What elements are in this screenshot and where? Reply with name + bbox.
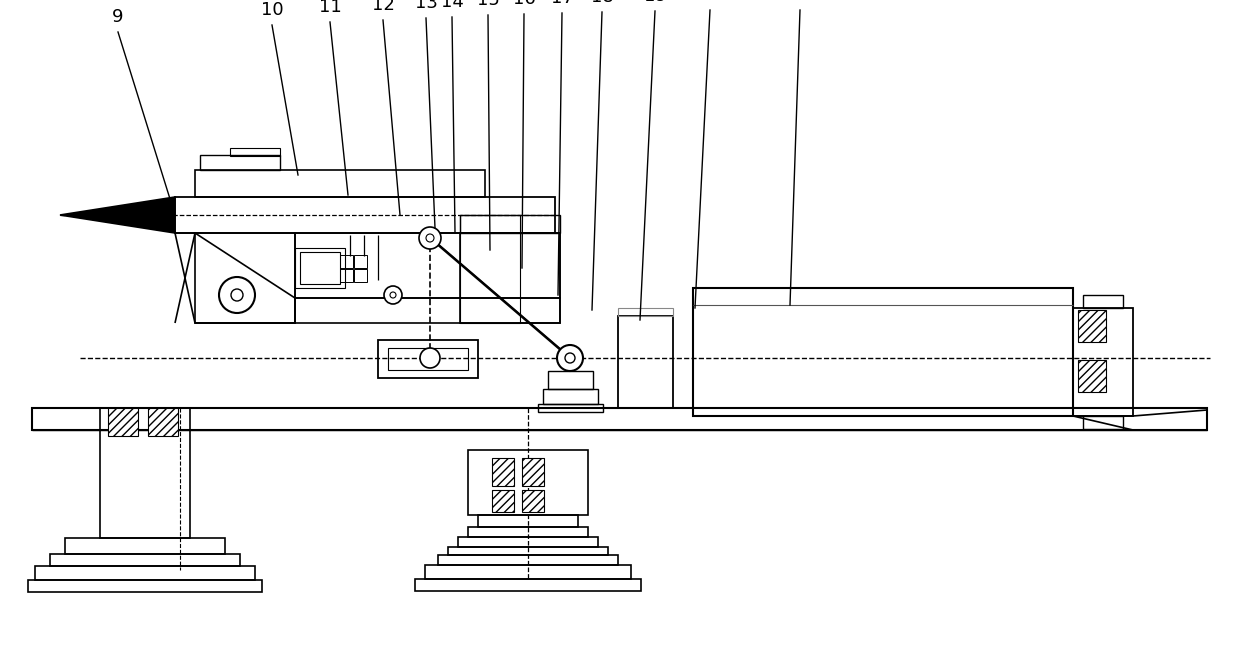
Bar: [50, 554, 241, 566]
Bar: [195, 233, 295, 323]
Bar: [458, 537, 598, 547]
Bar: [460, 215, 560, 233]
Bar: [477, 515, 578, 527]
Bar: [492, 458, 515, 486]
Bar: [467, 527, 588, 537]
Bar: [100, 408, 190, 538]
Polygon shape: [60, 197, 175, 233]
Bar: [1078, 360, 1106, 392]
Circle shape: [219, 277, 255, 313]
Text: 16: 16: [512, 0, 536, 8]
Circle shape: [391, 292, 396, 298]
Bar: [448, 547, 608, 555]
Bar: [295, 233, 560, 298]
Text: 15: 15: [476, 0, 500, 9]
Bar: [340, 269, 353, 282]
Circle shape: [231, 289, 243, 301]
Bar: [425, 565, 631, 579]
Bar: [29, 580, 262, 592]
Circle shape: [427, 234, 434, 242]
Bar: [492, 490, 515, 512]
Bar: [340, 255, 353, 268]
Bar: [522, 458, 544, 486]
Bar: [460, 215, 520, 323]
Bar: [1083, 416, 1123, 429]
Bar: [64, 538, 224, 554]
Bar: [378, 340, 477, 378]
Text: 18: 18: [590, 0, 614, 6]
Text: 9: 9: [113, 8, 124, 26]
Text: 19: 19: [644, 0, 666, 5]
Circle shape: [557, 345, 583, 371]
Circle shape: [420, 348, 440, 368]
Bar: [175, 197, 556, 233]
Bar: [353, 269, 367, 282]
Bar: [200, 155, 280, 170]
Bar: [353, 255, 367, 268]
Bar: [388, 348, 467, 370]
Bar: [35, 566, 255, 580]
Bar: [522, 490, 544, 512]
Circle shape: [419, 227, 441, 249]
Text: 13: 13: [414, 0, 438, 12]
Text: 20: 20: [698, 0, 722, 4]
Bar: [295, 298, 560, 323]
Bar: [32, 408, 1207, 430]
Bar: [618, 308, 673, 316]
Text: 12: 12: [372, 0, 394, 14]
Bar: [295, 248, 345, 288]
Bar: [1078, 310, 1106, 342]
Bar: [415, 579, 641, 591]
Bar: [300, 252, 340, 284]
Bar: [693, 288, 1073, 416]
Text: 14: 14: [440, 0, 464, 11]
Text: 21: 21: [789, 0, 811, 4]
Bar: [618, 316, 673, 408]
Text: 10: 10: [260, 1, 283, 19]
Text: 17: 17: [551, 0, 573, 7]
Bar: [543, 389, 598, 404]
Circle shape: [565, 353, 575, 363]
Bar: [548, 371, 593, 389]
Bar: [1073, 308, 1133, 416]
Bar: [108, 408, 138, 436]
Bar: [467, 450, 588, 515]
Bar: [229, 148, 280, 156]
Bar: [148, 408, 179, 436]
Bar: [438, 555, 618, 565]
Bar: [1083, 295, 1123, 308]
Bar: [195, 170, 485, 197]
Bar: [460, 233, 560, 323]
Text: 11: 11: [319, 0, 341, 16]
Bar: [538, 404, 603, 412]
Circle shape: [384, 286, 402, 304]
